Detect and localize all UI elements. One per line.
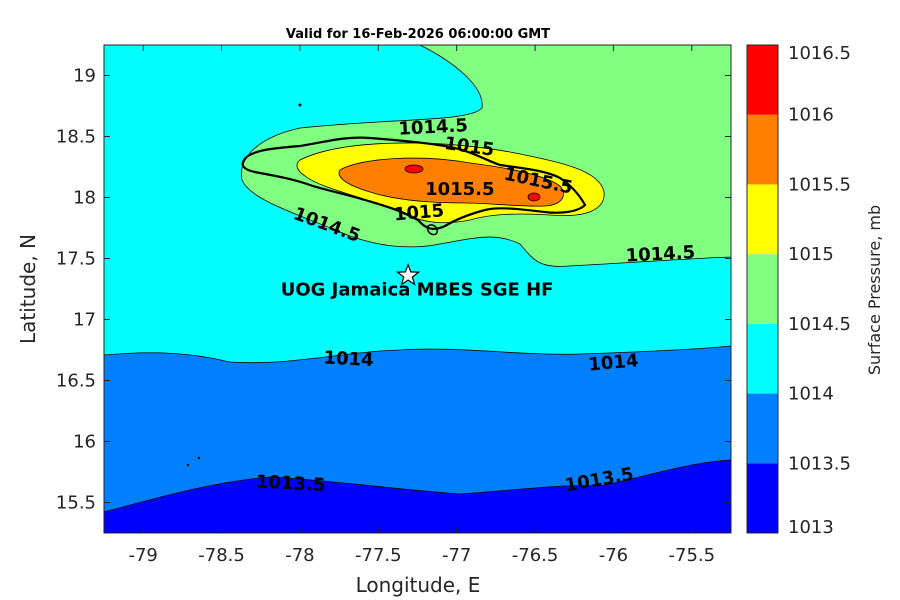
colorbar-tick-label: 1014	[788, 384, 834, 405]
site-label: UOG Jamaica MBES SGE HF	[281, 280, 554, 301]
colorbar-tick-label: 1014.5	[788, 314, 851, 335]
map-title: Valid for 16-Feb-2026 06:00:00 GMT	[286, 27, 550, 42]
contour-fill-1015-5	[338, 157, 564, 207]
y-tick-label: 16	[73, 432, 96, 453]
site-marker: UOG Jamaica MBES SGE HF	[281, 262, 554, 301]
colorbar-tick-label: 1016	[788, 105, 834, 126]
contour-label: 1014.5	[398, 115, 468, 140]
colorbar-tick-label: 1013	[788, 517, 834, 538]
y-tick-label: 17	[73, 310, 96, 331]
y-tick-label: 16.5	[56, 371, 96, 392]
x-tick-label: -78.5	[198, 545, 245, 566]
islet-marker	[197, 456, 201, 460]
contour-fill-1013	[104, 459, 731, 533]
plot-frame	[103, 44, 732, 534]
colorbar-segment	[747, 323, 778, 394]
y-tick-label: 18.5	[56, 127, 96, 148]
colorbar-frame	[746, 44, 779, 534]
contour-fill-1016-east	[527, 192, 541, 202]
colorbar-tick-label: 1016.5	[788, 43, 851, 64]
colorbar-label: Surface Pressure, mb	[865, 205, 884, 375]
contour-label: 1015.5	[425, 179, 494, 200]
x-tick-label: -77.5	[355, 545, 402, 566]
colorbar-segment	[747, 393, 778, 464]
x-axis-label: Longitude, E	[356, 573, 481, 597]
islet-marker	[298, 103, 302, 107]
colorbar-segment	[747, 45, 778, 115]
colorbar-tick-label: 1013.5	[788, 453, 851, 474]
y-tick-label: 17.5	[56, 249, 96, 270]
colorbar-tick-label: 1015	[788, 244, 834, 265]
coastline-inlet	[426, 224, 439, 236]
y-tick-label: 19	[73, 66, 96, 87]
colorbar-segment	[747, 114, 778, 185]
map-plot-area: 1014.510151015.51015.510151014.51014.510…	[104, 45, 731, 533]
x-tick-label: -76	[599, 545, 628, 566]
colorbar-segment	[747, 463, 778, 533]
islet-marker	[186, 463, 190, 467]
x-tick-label: -77	[442, 545, 471, 566]
x-tick-label: -75.5	[669, 545, 716, 566]
colorbar-segment	[747, 254, 778, 324]
x-tick-label: -78	[285, 545, 314, 566]
colorbar: 1013 1013.5 1014 1014.5 1015 1015.5 1016 1016.5	[746, 43, 851, 538]
y-tick-label: 15.5	[56, 493, 96, 514]
colorbar-segment	[747, 184, 778, 255]
colorbar-tick-label: 1015.5	[788, 174, 851, 195]
contour-fill-1016-west	[404, 164, 424, 174]
x-tick-label: -79	[128, 545, 157, 566]
site-star-icon	[395, 262, 421, 286]
contour-label: 1014	[588, 350, 640, 375]
y-axis-ticks: 15.5 16 16.5 17 17.5 18 18.5 19	[56, 66, 731, 514]
contour-label: 1013.5	[255, 471, 325, 496]
y-tick-label: 18	[73, 188, 96, 209]
contour-label: 1014.5	[625, 242, 695, 267]
x-axis-ticks: -79 -78.5 -78 -77.5 -77 -76.5 -76 -75.5	[128, 45, 715, 566]
jamaica-coastline	[241, 136, 587, 230]
contour-label: 1014	[323, 347, 374, 371]
y-axis-label: Latitude, N	[16, 234, 40, 344]
x-tick-label: -76.5	[512, 545, 559, 566]
contour-label: 1015	[393, 200, 445, 225]
